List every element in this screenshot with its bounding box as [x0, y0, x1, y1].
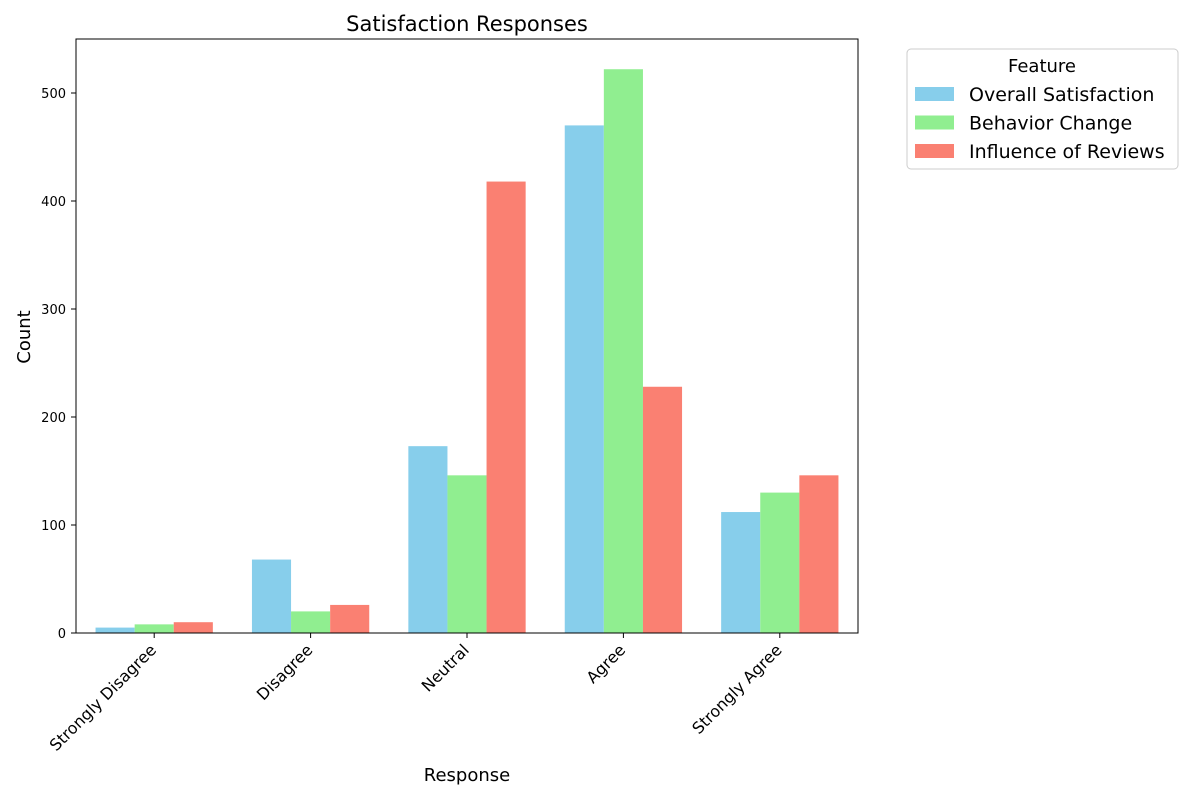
y-axis-label: Count — [14, 310, 35, 363]
bar-influence-of-reviews-agree — [642, 386, 683, 633]
legend-title: Feature — [1008, 56, 1076, 77]
x-tick-label: Strongly Disagree — [46, 640, 160, 754]
bar-influence-of-reviews-disagree — [330, 604, 370, 633]
y-tick-label: 500 — [41, 87, 66, 102]
y-tick-label: 200 — [41, 411, 66, 426]
bar-behavior-change-disagree — [291, 611, 331, 633]
legend-frame — [906, 48, 1179, 170]
x-tick-label: Neutral — [418, 640, 473, 695]
legend-swatch — [915, 144, 954, 158]
bar-behavior-change-strongly-disagree — [134, 624, 174, 633]
legend-label: Influence of Reviews — [969, 141, 1165, 163]
legend-swatch — [915, 87, 954, 101]
plot-area — [95, 69, 839, 634]
x-tick-label: Strongly Agree — [688, 640, 785, 737]
legend: Feature Overall Satisfaction Behavior Cha… — [906, 48, 1179, 170]
bar-overall-satisfaction-neutral — [408, 446, 448, 633]
bar-overall-satisfaction-disagree — [251, 559, 292, 633]
bar-behavior-change-neutral — [447, 475, 487, 633]
y-tick-label: 400 — [41, 195, 66, 210]
bar-influence-of-reviews-strongly-agree — [799, 475, 839, 633]
bar-influence-of-reviews-strongly-disagree — [173, 622, 213, 633]
bar-behavior-change-agree — [603, 69, 643, 634]
legend-swatch — [915, 115, 954, 130]
bar-behavior-change-strongly-agree — [760, 492, 800, 633]
chart-title: Satisfaction Responses — [346, 12, 588, 36]
x-tick-label: Disagree — [253, 640, 317, 704]
x-tick-label: Agree — [583, 640, 630, 687]
bar-overall-satisfaction-agree — [564, 125, 604, 634]
y-tick-label: 300 — [41, 303, 66, 318]
bar-overall-satisfaction-strongly-agree — [721, 512, 761, 633]
y-tick-label: 100 — [41, 519, 66, 534]
legend-label: Overall Satisfaction — [969, 84, 1154, 106]
axes: 0 100 200 300 400 500 Strongly Disagree Disagre… — [41, 38, 859, 755]
legend-label: Behavior Change — [969, 113, 1132, 135]
bar-overall-satisfaction-strongly-disagree — [95, 627, 135, 633]
y-tick-label: 0 — [58, 627, 66, 642]
bar-influence-of-reviews-neutral — [486, 181, 526, 633]
x-axis-label: Response — [424, 765, 510, 786]
